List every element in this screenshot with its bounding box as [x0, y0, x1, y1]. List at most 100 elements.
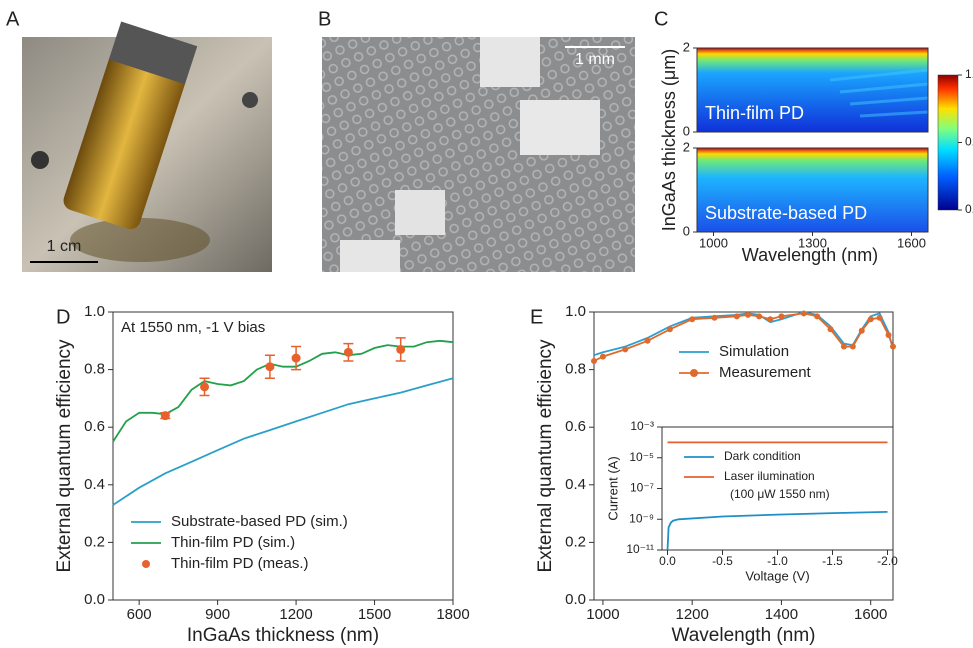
scale-bar-label: 1 mm	[575, 51, 615, 68]
y-tick-label: 0.8	[84, 361, 105, 378]
x-axis-title: Voltage (V)	[745, 568, 809, 583]
y-tick-label: 0.6	[84, 418, 105, 435]
x-tick-label: 1200	[675, 606, 708, 623]
data-point	[886, 332, 892, 338]
y-tick-label: 1.0	[565, 303, 586, 320]
panel-label: E	[530, 306, 543, 328]
x-tick-label: 1000	[699, 235, 728, 250]
data-point	[622, 346, 628, 352]
y-tick-label: 0	[683, 223, 690, 238]
panel-label: B	[318, 8, 331, 30]
legend-label: Simulation	[719, 343, 789, 360]
y-axis-title: Current (A)	[605, 456, 620, 520]
x-tick-label: 1500	[358, 606, 391, 623]
figure: A B C D E 1 cm 1 mm 02Thin-film PD02Subs…	[0, 0, 973, 648]
x-tick-label: 1400	[765, 606, 798, 623]
y-tick-label: 0.4	[565, 476, 586, 493]
x-tick-label: 900	[205, 606, 230, 623]
x-tick-label: 600	[127, 606, 152, 623]
legend-label: Laser ilumination	[724, 469, 815, 483]
data-point	[745, 312, 751, 318]
x-axis-title: InGaAs thickness (nm)	[187, 625, 379, 646]
data-point	[591, 358, 597, 364]
y-axis-title: External quantum efficiency	[54, 339, 75, 573]
x-tick-label: 1600	[854, 606, 887, 623]
colorbar-tick-label: 0.5	[965, 135, 973, 149]
panel-caption: Thin-film PD	[705, 103, 804, 123]
y-tick-label: 0.0	[84, 591, 105, 608]
y-tick-label: 0.8	[565, 361, 586, 378]
y-tick-label: 10⁻³	[630, 419, 654, 433]
y-tick-label: 0.0	[565, 591, 586, 608]
data-point	[161, 411, 170, 420]
y-tick-label: 10⁻¹¹	[626, 542, 654, 556]
legend-label: Substrate-based PD (sim.)	[171, 513, 348, 530]
y-tick-label: 10⁻⁷	[630, 481, 654, 495]
data-point	[600, 354, 606, 360]
panel-label: C	[654, 8, 668, 30]
y-tick-label: 10⁻⁹	[629, 511, 654, 525]
data-point	[689, 316, 695, 322]
data-point	[778, 313, 784, 319]
data-point	[344, 348, 353, 357]
y-tick-label: 0.2	[565, 533, 586, 550]
y-tick-label: 1.0	[84, 303, 105, 320]
data-point	[265, 362, 274, 371]
data-point	[711, 315, 717, 321]
data-point	[734, 313, 740, 319]
data-point	[801, 310, 807, 316]
data-point	[850, 344, 856, 350]
y-axis-title: External quantum efficiency	[535, 339, 556, 573]
y-tick-label: 10⁻⁵	[629, 450, 654, 464]
y-tick-label: 0.4	[84, 476, 105, 493]
series-line	[113, 378, 453, 505]
y-tick-label: 0	[683, 123, 690, 138]
colorbar-tick-label: 0.0	[965, 202, 973, 216]
y-axis-title: InGaAs thickness (μm)	[659, 49, 679, 231]
colorbar-tick-label: 1.0	[965, 67, 973, 81]
data-point	[645, 338, 651, 344]
photo-b: 1 mm	[322, 37, 635, 272]
x-axis-title: Wavelength (nm)	[672, 625, 816, 646]
x-tick-label: -1.5	[822, 554, 843, 568]
photo-a: 1 cm	[22, 21, 272, 272]
x-tick-label: 1000	[586, 606, 619, 623]
panel-label: A	[6, 8, 20, 30]
x-tick-label: -0.5	[712, 554, 733, 568]
x-tick-label: 0.0	[659, 554, 676, 568]
y-tick-label: 0.2	[84, 533, 105, 550]
data-point	[767, 316, 773, 322]
annotation: At 1550 nm, -1 V bias	[121, 319, 265, 336]
data-point	[667, 326, 673, 332]
scale-bar-label: 1 cm	[47, 238, 82, 255]
data-point	[200, 382, 209, 391]
legend-label: Thin-film PD (meas.)	[171, 555, 309, 572]
data-point	[828, 326, 834, 332]
data-point	[868, 316, 874, 322]
x-tick-label: 1200	[279, 606, 312, 623]
x-axis-title: Wavelength (nm)	[742, 245, 878, 265]
y-tick-label: 0.6	[565, 418, 586, 435]
x-tick-label: -1.0	[767, 554, 788, 568]
legend-label: Measurement	[719, 364, 812, 381]
data-point	[890, 344, 896, 350]
legend-label: Thin-film PD (sim.)	[171, 534, 295, 551]
x-tick-label: 1600	[897, 235, 926, 250]
data-point	[877, 315, 883, 321]
data-point	[859, 328, 865, 334]
data-point	[396, 345, 405, 354]
data-point	[814, 313, 820, 319]
panel-caption: Substrate-based PD	[705, 203, 867, 223]
x-tick-label: 1800	[436, 606, 469, 623]
x-tick-label: -2.0	[877, 554, 898, 568]
y-tick-label: 2	[683, 139, 690, 154]
legend-label: Dark condition	[724, 449, 801, 463]
panel-label: D	[56, 306, 70, 328]
data-point	[841, 344, 847, 350]
legend-swatch	[142, 560, 150, 568]
y-tick-label: 2	[683, 39, 690, 54]
legend-note: (100 μW 1550 nm)	[730, 487, 830, 501]
data-point	[756, 313, 762, 319]
data-point	[292, 354, 301, 363]
legend-swatch	[690, 369, 698, 377]
